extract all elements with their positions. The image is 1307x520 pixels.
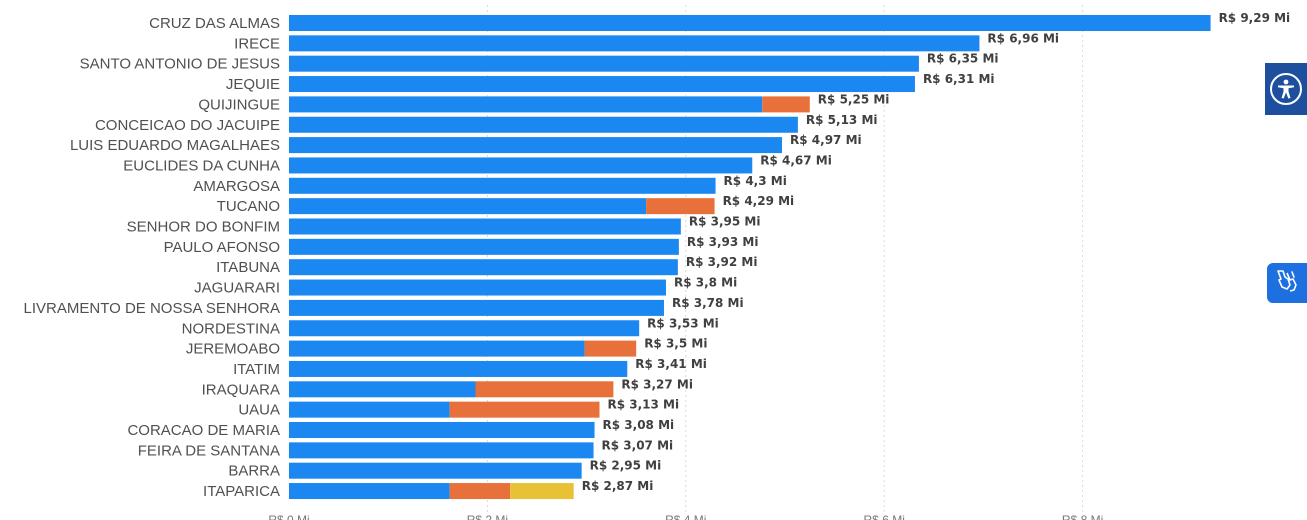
data-label: R$ 6,35 Mi [927,52,999,66]
data-label: R$ 4,97 Mi [790,133,862,147]
accessibility-icon [1270,73,1302,105]
data-label: R$ 3,53 Mi [647,316,719,330]
bar-segment[interactable] [289,340,585,357]
x-tick-label: R$ 0 Mi [268,513,309,520]
x-tick-label: R$ 4 Mi [665,513,706,520]
bar-segment[interactable] [289,422,595,438]
data-label: R$ 3,13 Mi [607,398,679,412]
bar-segment[interactable] [289,137,783,154]
data-label: R$ 4,3 Mi [724,174,787,188]
bar-segment[interactable] [289,442,594,459]
category-label: EUCLIDES DA CUNHA [123,157,280,174]
data-label: R$ 3,93 Mi [687,235,759,249]
bar-segment[interactable] [449,401,600,418]
bar-segment[interactable] [289,279,666,296]
bar-segment[interactable] [289,96,763,113]
category-label: IRECE [234,35,280,52]
bars [289,15,1211,500]
category-label: CONCEICAO DO JACUIPE [95,117,280,134]
category-label: CORACAO DE MARIA [127,422,280,439]
data-label: R$ 3,08 Mi [603,418,675,432]
category-label: LUIS EDUARDO MAGALHAES [70,137,280,154]
data-label: R$ 9,29 Mi [1219,11,1291,25]
bar-segment[interactable] [646,198,715,215]
bar-segment[interactable] [289,198,647,215]
bar-segment[interactable] [289,462,582,479]
bar-segment[interactable] [289,157,753,174]
data-label: R$ 3,78 Mi [672,296,744,310]
data-label: R$ 3,8 Mi [674,276,737,290]
bar-segment[interactable] [289,238,679,255]
category-label: ITABUNA [216,259,280,276]
category-label: NORDESTINA [182,320,280,337]
data-label: R$ 3,5 Mi [644,337,707,351]
bar-segment[interactable] [289,299,664,316]
category-label: SENHOR DO BONFIM [127,219,280,236]
x-tick-label: R$ 2 Mi [467,513,508,520]
category-label: TUCANO [217,198,280,215]
bar-segment[interactable] [449,483,511,500]
data-label: R$ 4,29 Mi [723,194,795,208]
bar-segment[interactable] [289,483,450,500]
bar-segment[interactable] [289,35,980,52]
sign-language-button[interactable] [1267,263,1307,303]
data-label: R$ 3,27 Mi [621,377,693,391]
category-label: BARRA [228,463,280,480]
category-label: SANTO ANTONIO DE JESUS [80,56,280,73]
category-label: ITAPARICA [203,483,280,500]
data-label: R$ 2,95 Mi [590,459,662,473]
data-label: R$ 3,41 Mi [635,357,707,371]
data-label: R$ 5,13 Mi [806,113,878,127]
bar-segment[interactable] [289,360,628,377]
bar-segment[interactable] [584,340,637,357]
data-label: R$ 6,96 Mi [987,31,1059,45]
category-label: CRUZ DAS ALMAS [149,15,280,32]
data-label: R$ 5,25 Mi [818,92,890,106]
bar-segment[interactable] [762,96,810,113]
category-label: FEIRA DE SANTANA [138,442,280,459]
category-label: JEQUIE [226,76,280,93]
category-label: UAUA [238,402,280,419]
x-tick-label: R$ 6 Mi [864,513,905,520]
data-label: R$ 3,07 Mi [602,438,674,452]
bar-segment[interactable] [289,177,716,194]
x-axis-ticks: R$ 0 Mi R$ 2 Mi R$ 4 Mi R$ 6 Mi R$ 8 Mi [268,513,1103,520]
data-label: R$ 2,87 Mi [582,479,654,493]
bar-segment[interactable] [289,218,681,235]
bar-segment[interactable] [289,401,450,418]
category-label: PAULO AFONSO [164,239,280,256]
category-label: IRAQUARA [202,381,280,398]
bar-segment[interactable] [289,76,915,93]
bar-segment[interactable] [475,381,614,398]
data-label: R$ 4,67 Mi [760,153,832,167]
data-labels: R$ 9,29 Mi R$ 6,96 Mi R$ 6,35 Mi R$ 6,31 Mi… [582,11,1290,493]
category-label: LIVRAMENTO DE NOSSA SENHORA [24,300,280,317]
x-tick-label: R$ 8 Mi [1062,513,1103,520]
data-label: R$ 6,31 Mi [923,72,995,86]
bar-segment[interactable] [289,116,798,133]
bar-segment[interactable] [289,15,1211,31]
category-label: JEREMOABO [186,341,280,358]
category-label: JAGUARARI [194,280,280,297]
bar-segment[interactable] [289,320,640,337]
category-label: ITATIM [233,361,280,378]
category-labels: CRUZ DAS ALMAS IRECE SANTO ANTONIO DE JESU… [24,15,280,500]
bar-segment[interactable] [289,381,476,398]
data-label: R$ 3,95 Mi [689,215,761,229]
sign-language-hands-icon [1273,267,1301,300]
bar-segment[interactable] [289,55,919,72]
category-label: QUIJINGUE [198,96,280,113]
category-label: AMARGOSA [193,178,280,195]
bar-segment[interactable] [289,259,678,276]
bar-segment[interactable] [510,483,574,500]
accessibility-button[interactable] [1265,63,1307,115]
data-label: R$ 3,92 Mi [686,255,758,269]
